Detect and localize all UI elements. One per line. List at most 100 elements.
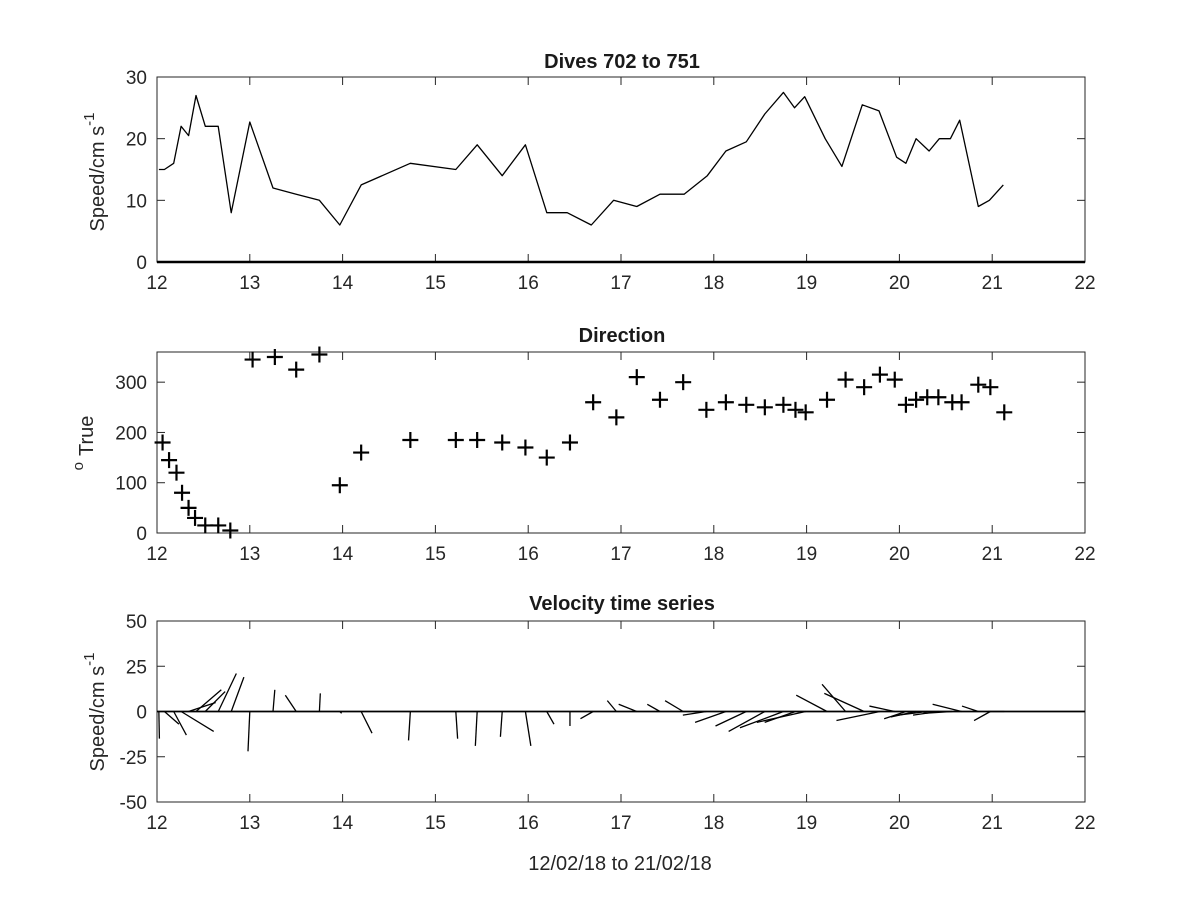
velocity-stick [728, 710, 766, 732]
direction-axes-box [156, 351, 1086, 534]
velocity-stick [961, 705, 979, 713]
velocity-x-ticks: 12 13 14 15 16 17 18 19 20 21 22 [146, 621, 1096, 834]
direction-point [222, 522, 239, 539]
direction-point [266, 349, 283, 366]
velocity-stick [247, 711, 251, 752]
direction-point [161, 452, 178, 469]
velocity-stick [739, 710, 784, 729]
velocity-stick [272, 689, 276, 712]
direction-x-tick-label: 16 [518, 544, 539, 565]
speed-axes-box [156, 76, 1086, 263]
velocity-x-tick-label: 15 [425, 813, 446, 834]
velocity-stick [795, 694, 828, 713]
velocity-stick [407, 711, 411, 741]
velocity-stick [898, 710, 928, 716]
speed-plot-area [157, 91, 1085, 264]
speed-y-ticks: 0 10 20 30 [126, 68, 1085, 274]
velocity-stick [932, 703, 962, 713]
velocity-y-axis-label: Speed/cm s-1 [81, 653, 109, 772]
direction-y-label-superscript: o [70, 462, 87, 470]
direction-point [174, 484, 191, 501]
velocity-panel: Velocity time series 12 13 14 15 16 17 18 19 20 2… [81, 593, 1096, 875]
velocity-y-ticks: -50 -25 0 25 50 [120, 612, 1085, 814]
velocity-x-tick-label: 12 [146, 813, 167, 834]
direction-point [402, 431, 419, 448]
velocity-stick [664, 700, 684, 713]
velocity-stick [646, 703, 661, 713]
speed-x-tick-label: 12 [146, 273, 167, 294]
velocity-x-tick-label: 14 [332, 813, 354, 834]
velocity-stick [869, 705, 895, 713]
velocity-stick [339, 711, 343, 714]
velocity-stick [524, 711, 532, 746]
velocity-y-tick-label: -50 [120, 793, 147, 814]
speed-title: Dives 702 to 751 [544, 51, 700, 73]
direction-x-tick-label: 20 [889, 544, 910, 565]
velocity-y-tick-label: 25 [126, 657, 147, 678]
speed-x-tick-label: 22 [1074, 273, 1095, 294]
velocity-stick [204, 691, 226, 712]
velocity-stick [824, 692, 865, 713]
velocity-stick [618, 703, 638, 713]
direction-point [871, 366, 888, 383]
speed-y-axis-label: Speed/cm s-1 [81, 113, 109, 232]
speed-y-label-text: Speed/cm s [87, 126, 109, 232]
direction-y-tick-label: 100 [115, 474, 147, 495]
speed-x-tick-label: 17 [610, 273, 631, 294]
direction-point [168, 464, 185, 481]
velocity-stick [163, 711, 180, 725]
speed-y-tick-label: 0 [136, 253, 147, 274]
direction-x-ticks: 12 13 14 15 16 17 18 19 20 21 22 [146, 352, 1096, 565]
direction-y-tick-label: 200 [115, 423, 147, 444]
direction-panel: Direction 12 13 14 15 16 17 18 19 20 21 22 0 100 200… [70, 325, 1096, 565]
direction-point [787, 401, 804, 418]
direction-x-tick-label: 22 [1074, 544, 1095, 565]
velocity-stick [230, 676, 245, 712]
direction-point [311, 346, 328, 363]
speed-series-line [158, 91, 1004, 226]
speed-panel: Dives 702 to 751 12 13 14 15 16 17 18 19 20 21 22 … [81, 51, 1096, 294]
velocity-x-tick-label: 19 [796, 813, 817, 834]
direction-point [717, 394, 734, 411]
direction-x-tick-label: 17 [610, 544, 631, 565]
velocity-y-label-superscript: -1 [81, 653, 98, 666]
velocity-stick [756, 710, 806, 723]
velocity-stick [546, 711, 555, 725]
speed-y-tick-label: 20 [126, 130, 147, 151]
velocity-y-tick-label: 50 [126, 612, 147, 633]
velocity-stick [195, 689, 222, 712]
velocity-stick [158, 711, 161, 739]
velocity-y-tick-label: -25 [120, 748, 147, 769]
direction-point [517, 439, 534, 456]
velocity-stick [180, 710, 215, 732]
direction-x-tick-label: 21 [982, 544, 1003, 565]
direction-point [180, 499, 197, 516]
velocity-stick [499, 711, 503, 737]
direction-point [154, 434, 171, 451]
direction-x-tick-label: 13 [239, 544, 260, 565]
velocity-stick [284, 694, 297, 712]
speed-x-tick-label: 19 [796, 273, 817, 294]
velocity-plot-area [157, 673, 1085, 752]
speed-y-tick-label: 10 [126, 191, 147, 212]
direction-x-tick-label: 12 [146, 544, 167, 565]
direction-y-ticks: 0 100 200 300 [115, 373, 1085, 545]
speed-x-tick-label: 18 [703, 273, 724, 294]
direction-point [819, 391, 836, 408]
speed-x-ticks: 12 13 14 15 16 17 18 19 20 21 22 [146, 77, 1096, 294]
velocity-stick [883, 710, 907, 720]
velocity-x-tick-label: 20 [889, 813, 910, 834]
direction-y-tick-label: 0 [136, 524, 147, 545]
velocity-x-axis-label: 12/02/18 to 21/02/18 [528, 853, 712, 875]
velocity-title: Velocity time series [529, 593, 715, 615]
direction-point [930, 389, 947, 406]
velocity-x-tick-label: 22 [1074, 813, 1095, 834]
velocity-stick [360, 711, 373, 734]
direction-point [698, 401, 715, 418]
direction-point [675, 374, 692, 391]
direction-y-label-text: True [76, 416, 98, 456]
direction-point [970, 376, 987, 393]
speed-x-tick-label: 20 [889, 273, 910, 294]
direction-point [210, 517, 227, 534]
direction-point [886, 371, 903, 388]
